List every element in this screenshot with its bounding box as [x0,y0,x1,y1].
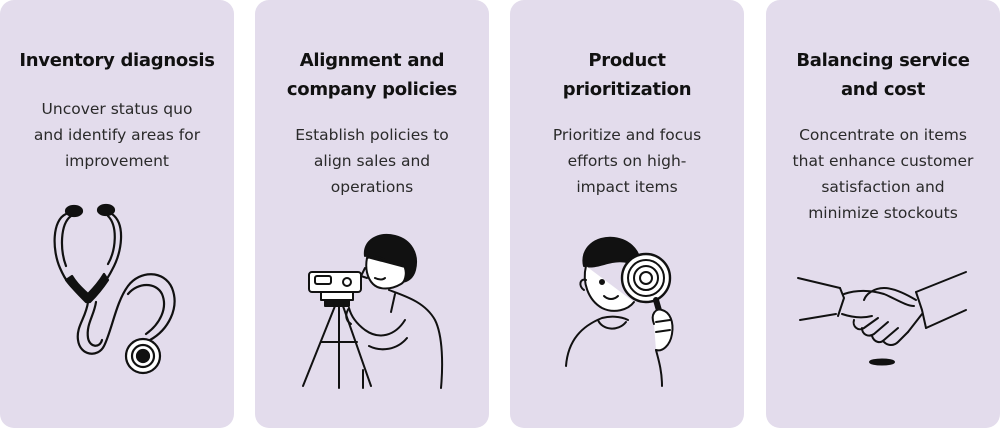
card-inventory-diagnosis: Inventory diagnosis Uncover status quo a… [0,0,234,428]
card-description-line: satisfaction and [821,178,945,196]
card-title: Product prioritization [510,46,744,104]
card-description-line: impact items [576,178,678,196]
card-description: Prioritize and focus efforts on high- im… [520,122,734,200]
card-description-line: efforts on high- [567,152,687,170]
card-title-line: Alignment and [299,50,445,71]
card-description-line: that enhance customer [792,152,974,170]
card-description-line: and identify areas for [33,126,201,144]
card-description-line: Uncover status quo [41,100,193,118]
card-product-prioritization: Product prioritization Prioritize and fo… [510,0,744,428]
magnifying-glass-icon [565,236,674,387]
card-title: Inventory diagnosis [0,46,234,75]
card-title-line: Inventory diagnosis [19,50,215,71]
card-title: Alignment and company policies [255,46,489,104]
card-description-line: Prioritize and focus [552,126,702,144]
card-title-line: Balancing service [796,50,970,71]
card-description-line: improvement [64,152,169,170]
card-description-line: minimize stockouts [808,204,958,222]
card-description-line: Concentrate on items [799,126,967,144]
card-description-line: Establish policies to [295,126,449,144]
card-description-line: operations [330,178,414,196]
card-title-line: prioritization [562,79,692,100]
card-title-line: Product [588,50,666,71]
surveyor-level-icon [302,234,444,389]
card-description: Uncover status quo and identify areas fo… [10,96,224,174]
card-title-line: and cost [840,79,926,100]
card-description: Concentrate on items that enhance custom… [776,122,990,226]
card-description: Establish policies to align sales and op… [265,122,479,200]
card-balancing-service-cost: Balancing service and cost Concentrate o… [766,0,1000,428]
card-alignment-policies: Alignment and company policies Establish… [255,0,489,428]
stethoscope-icon [53,203,176,375]
card-description-line: align sales and [313,152,431,170]
card-title: Balancing service and cost [766,46,1000,104]
card-title-line: company policies [286,79,458,100]
handshake-icon [797,271,967,366]
